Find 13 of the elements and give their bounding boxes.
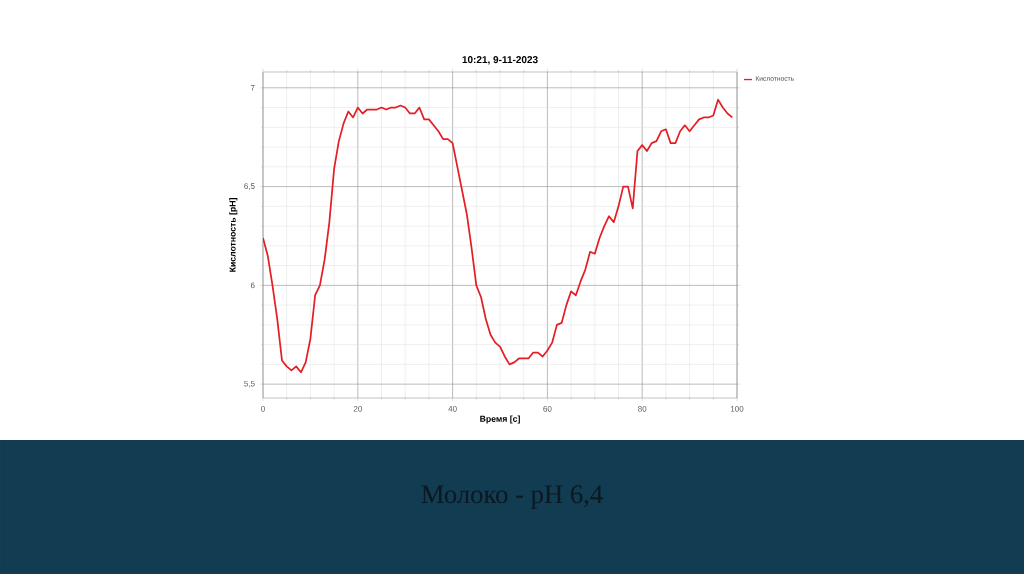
y-tick-label: 5,5: [244, 380, 255, 388]
y-axis-title: Кислотность [pH]: [229, 198, 238, 272]
chart-title: 10:21, 9-11-2023: [462, 56, 538, 65]
x-tick-label: 60: [543, 406, 552, 412]
x-tick-label: 40: [448, 406, 457, 412]
x-tick-label: 0: [261, 406, 265, 412]
y-tick-label: 6: [250, 282, 255, 289]
x-tick-label: 80: [638, 406, 647, 412]
x-axis-title: Время [с]: [480, 415, 520, 424]
x-tick-label: 20: [353, 406, 362, 412]
y-tick-label: 6,5: [244, 183, 255, 190]
y-tick-label: 7: [250, 85, 255, 91]
x-tick-label: 100: [730, 406, 744, 412]
